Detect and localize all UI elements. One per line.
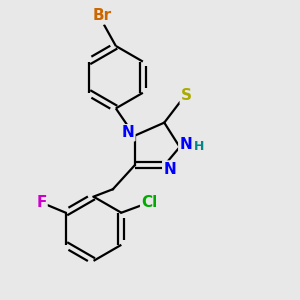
Text: F: F: [36, 195, 46, 210]
Text: N: N: [163, 161, 176, 176]
Text: Br: Br: [93, 8, 112, 23]
Text: Cl: Cl: [141, 195, 158, 210]
Text: H: H: [194, 140, 204, 153]
Text: N: N: [179, 136, 192, 152]
Text: S: S: [181, 88, 192, 104]
Text: N: N: [122, 125, 134, 140]
